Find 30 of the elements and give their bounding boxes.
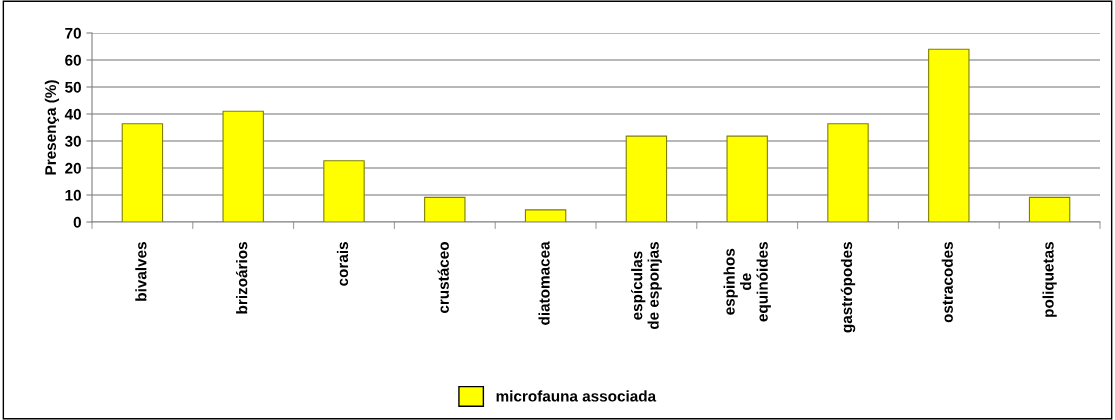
y-tick-label: 60 [65,54,81,66]
bar [524,209,567,222]
y-tick-label: 10 [65,189,81,201]
x-tick-label: espículas de esponjas [630,242,662,330]
bar [323,160,365,222]
bar [222,110,264,222]
bar [424,196,466,222]
y-tick-label: 30 [64,135,81,147]
bar [625,135,668,222]
x-tick-label: brizoários [235,242,248,314]
y-tick-label: 50 [65,81,81,93]
bar [121,123,164,222]
bar [827,123,869,222]
x-tick-label: ostracodes [941,242,953,323]
y-tick-label: 70 [65,27,81,39]
y-tick-label: 40 [64,108,81,120]
x-tick-label: diatomacea [538,241,550,325]
x-tick-label: crustáceo [437,242,449,314]
legend-label: microfauna associada [496,390,657,402]
x-tick-label: corais [336,242,349,286]
x-tick-label: gastrópodes [840,242,856,333]
x-tick-label: espinhos de equinóides [723,242,771,322]
x-tick-label: poliquetas [1042,242,1057,317]
y-tick-label: 0 [73,216,81,228]
bar [1028,196,1071,222]
y-tick-label: 20 [65,162,81,174]
bar [726,135,768,222]
bar [928,48,970,222]
x-tick-label: bivalves [135,242,147,301]
y-axis-title: Presença (%) [44,80,60,175]
